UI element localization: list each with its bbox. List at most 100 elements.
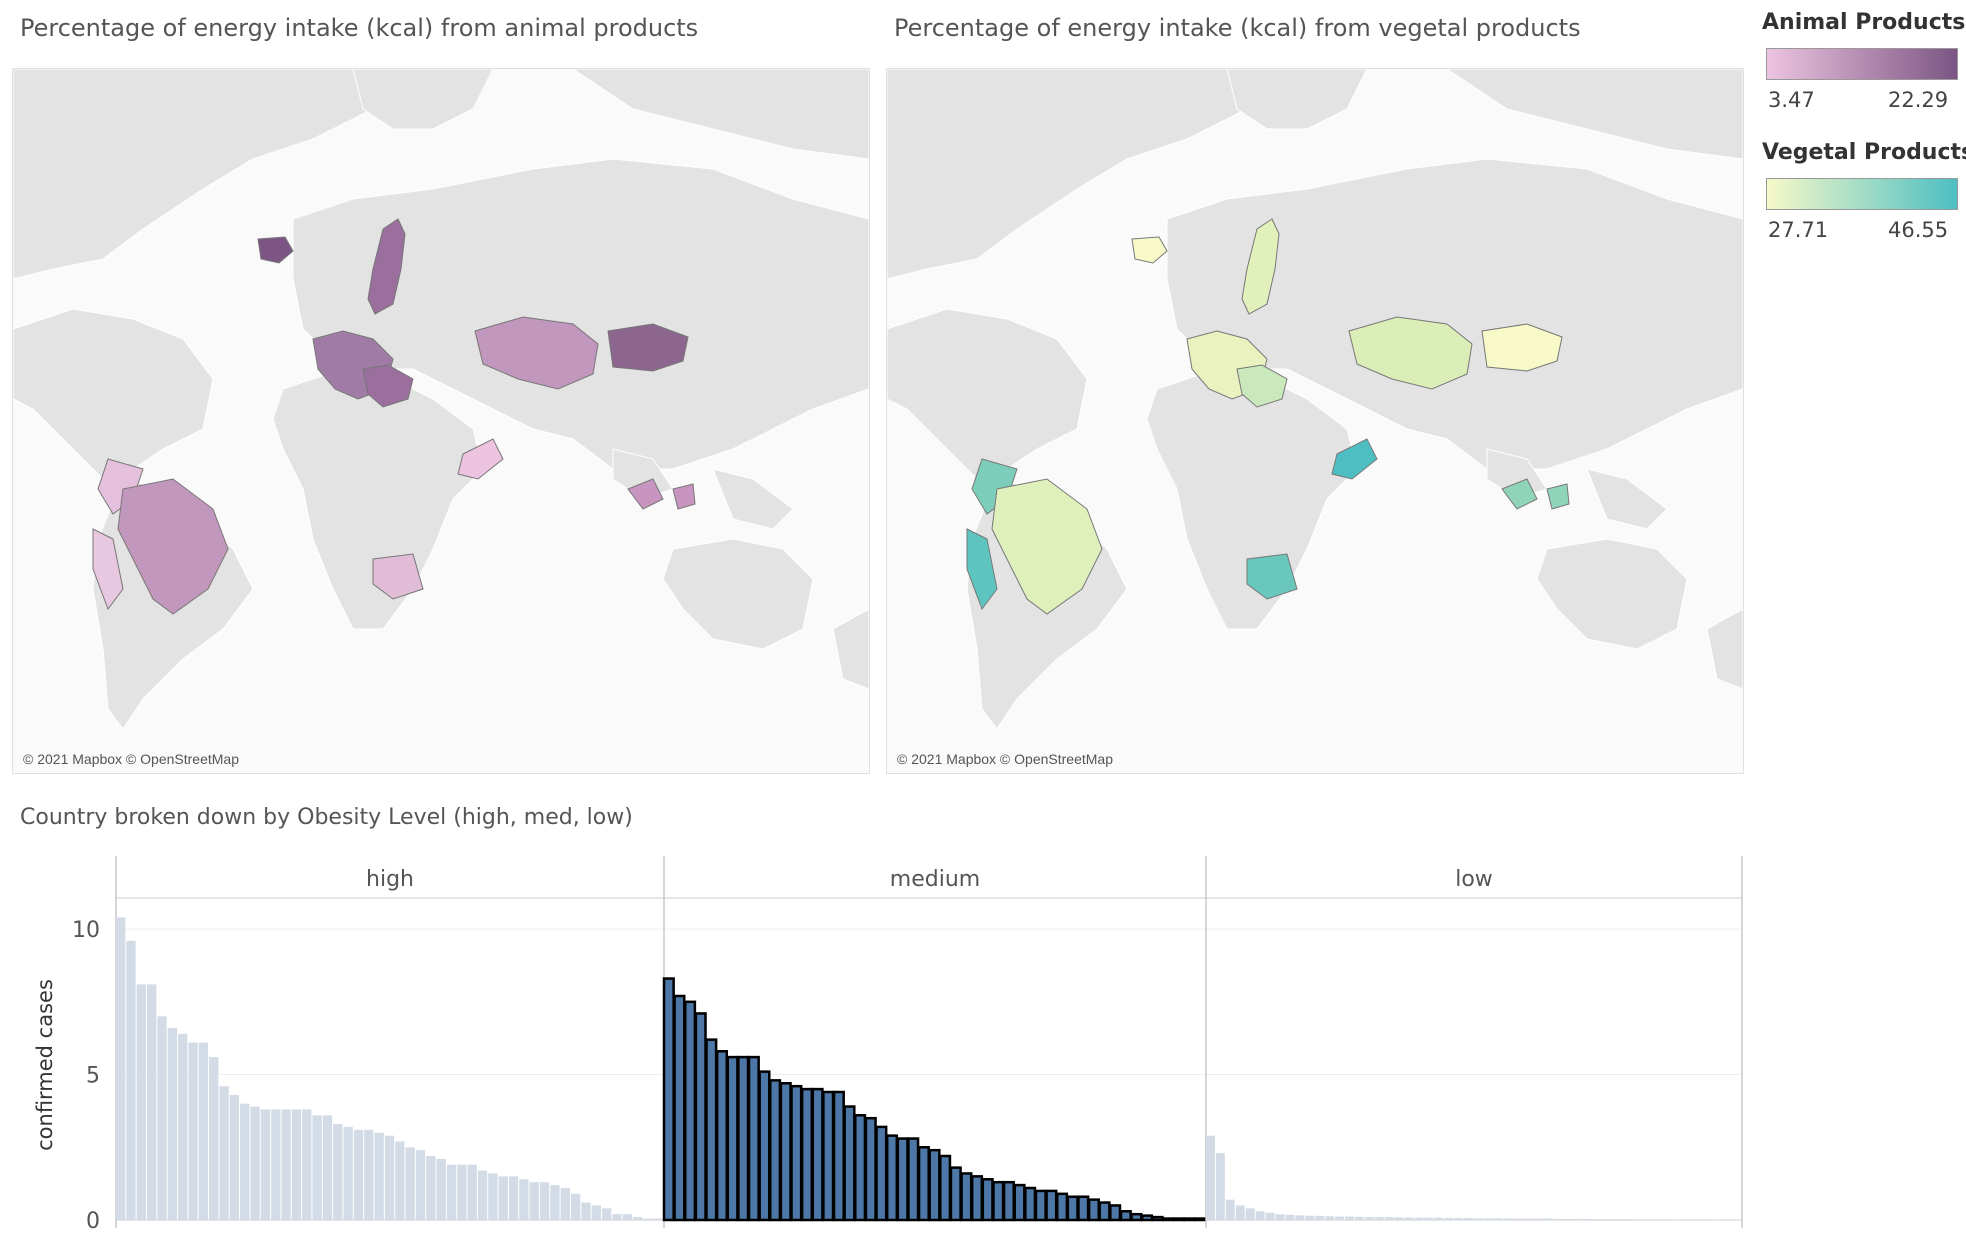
animal-map-attribution[interactable]: © 2021 Mapbox © OpenStreetMap [23,751,239,767]
bar-high[interactable] [643,1218,653,1220]
bar-medium[interactable] [1024,1186,1037,1222]
bar-low[interactable] [1712,1219,1722,1221]
bar-medium[interactable] [1066,1195,1079,1222]
bar-low[interactable] [1533,1218,1543,1220]
bar-low[interactable] [1493,1218,1503,1220]
bar-low[interactable] [1593,1219,1603,1220]
bar-high[interactable] [395,1141,405,1220]
bar-medium[interactable] [758,1070,771,1222]
bar-medium[interactable] [960,1172,973,1222]
bar-medium[interactable] [970,1175,984,1222]
bar-low[interactable] [1513,1218,1523,1220]
bar-high[interactable] [322,1115,333,1220]
bar-high[interactable] [457,1164,467,1220]
bar-low[interactable] [1642,1219,1652,1220]
bar-medium[interactable] [1151,1215,1164,1222]
bar-high[interactable] [498,1176,508,1220]
bar-high[interactable] [126,940,136,1220]
panel-header-medium[interactable]: medium [890,867,980,892]
bar-low[interactable] [1652,1219,1662,1220]
bar-medium[interactable] [1013,1183,1026,1222]
bar-medium[interactable] [875,1125,888,1222]
bar-high[interactable] [229,1094,240,1220]
bar-medium[interactable] [896,1137,909,1222]
bar-high[interactable] [508,1176,519,1220]
bar-medium[interactable] [694,1012,707,1222]
bar-high[interactable] [570,1193,581,1220]
bar-medium[interactable] [737,1055,750,1222]
bar-high[interactable] [653,1218,663,1220]
animal-products-map[interactable]: © 2021 Mapbox © OpenStreetMap [12,68,870,774]
bar-medium[interactable] [939,1154,952,1222]
bar-high[interactable] [405,1147,415,1220]
bar-high[interactable] [219,1086,229,1220]
bar-low[interactable] [1255,1211,1265,1220]
bar-low[interactable] [1444,1217,1454,1220]
bar-high[interactable] [271,1109,281,1220]
bar-high[interactable] [136,984,147,1220]
obesity-bar-chart[interactable]: Country broken down by Obesity Level (hi… [0,800,1966,1246]
bar-low[interactable] [1275,1214,1285,1220]
panel-header-high[interactable]: high [366,867,414,892]
animal-legend-gradient[interactable] [1766,48,1958,80]
bar-medium[interactable] [843,1105,856,1222]
bar-medium[interactable] [949,1166,962,1222]
bar-medium[interactable] [822,1090,835,1222]
bar-high[interactable] [632,1217,643,1220]
bar-medium[interactable] [864,1116,877,1222]
bar-high[interactable] [622,1214,632,1220]
bar-high[interactable] [539,1182,550,1220]
bar-low[interactable] [1335,1216,1344,1220]
bar-high[interactable] [302,1109,312,1220]
bar-low[interactable] [1672,1219,1682,1221]
bar-low[interactable] [1424,1217,1434,1220]
bar-low[interactable] [1732,1219,1741,1221]
bar-medium[interactable] [1162,1217,1175,1222]
bar-low[interactable] [1215,1153,1225,1220]
bar-medium[interactable] [662,977,675,1222]
bar-medium[interactable] [832,1090,845,1222]
bar-high[interactable] [550,1185,560,1220]
bar-medium[interactable] [981,1178,994,1222]
bar-high[interactable] [446,1164,457,1220]
bar-low[interactable] [1603,1219,1612,1220]
bar-medium[interactable] [790,1084,803,1222]
bar-low[interactable] [1295,1215,1305,1220]
bar-low[interactable] [1434,1217,1444,1220]
bar-low[interactable] [1225,1199,1235,1220]
bar-medium[interactable] [1055,1192,1069,1222]
bar-medium[interactable] [684,1000,697,1222]
bar-high[interactable] [612,1214,622,1220]
bar-high[interactable] [198,1042,209,1220]
bar-low[interactable] [1682,1219,1692,1221]
bar-low[interactable] [1285,1214,1295,1220]
bar-high[interactable] [147,984,157,1220]
bar-medium[interactable] [800,1087,814,1222]
bar-low[interactable] [1305,1215,1315,1220]
bar-medium[interactable] [885,1134,899,1222]
bar-low[interactable] [1404,1217,1414,1220]
bar-medium[interactable] [854,1114,867,1222]
bar-low[interactable] [1344,1216,1354,1220]
bar-high[interactable] [188,1042,198,1220]
bar-high[interactable] [260,1109,271,1220]
bar-high[interactable] [519,1179,529,1220]
bar-low[interactable] [1414,1217,1424,1220]
bar-medium[interactable] [779,1082,792,1222]
bar-high[interactable] [116,917,126,1220]
bar-high[interactable] [467,1164,477,1220]
bar-medium[interactable] [811,1087,824,1222]
bar-low[interactable] [1563,1218,1573,1220]
bar-low[interactable] [1523,1218,1533,1220]
bar-medium[interactable] [917,1146,930,1222]
bar-low[interactable] [1265,1212,1275,1220]
bar-medium[interactable] [1098,1201,1111,1222]
bar-high[interactable] [529,1182,539,1220]
bar-low[interactable] [1454,1217,1464,1220]
vegetal-map-attribution[interactable]: © 2021 Mapbox © OpenStreetMap [897,751,1113,767]
bar-high[interactable] [426,1156,436,1220]
bar-medium[interactable] [705,1038,718,1222]
bar-medium[interactable] [769,1079,782,1222]
bar-high[interactable] [591,1205,601,1220]
bar-high[interactable] [374,1132,384,1220]
